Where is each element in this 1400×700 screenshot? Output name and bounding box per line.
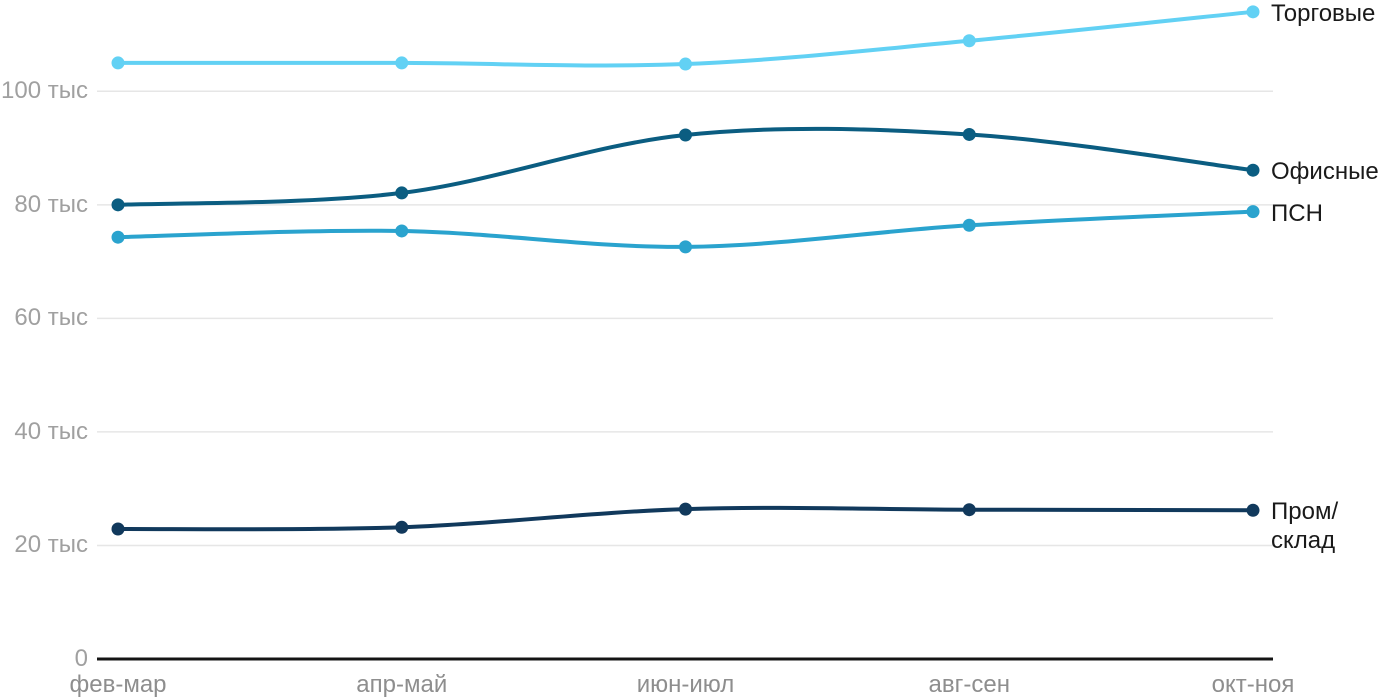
- series-label-1: Офисные: [1271, 158, 1379, 186]
- series-2-point-4: [1246, 205, 1260, 219]
- series-3-point-4: [1246, 503, 1260, 517]
- series-2-point-3: [962, 218, 976, 232]
- y-tick-label: 20 тыс: [14, 531, 88, 559]
- y-tick-label: 80 тыс: [14, 190, 88, 218]
- series-0-point-0: [111, 56, 125, 70]
- series-label-3: Пром/склад: [1271, 498, 1339, 555]
- series-0-point-4: [1246, 5, 1260, 19]
- y-tick-label: 100 тыс: [1, 77, 88, 105]
- y-tick-label: 0: [74, 645, 88, 672]
- series-1-point-1: [395, 186, 409, 200]
- series-3-point-3: [962, 503, 976, 517]
- series-2-point-2: [679, 240, 692, 254]
- x-tick-label: окт-ноя: [1211, 671, 1295, 698]
- series-label-2: ПСН: [1271, 199, 1323, 227]
- x-tick-label: июн-июл: [636, 671, 735, 698]
- x-tick-label: фев-мар: [69, 671, 167, 698]
- series-1-point-3: [962, 127, 976, 141]
- series-3-point-2: [679, 502, 692, 516]
- series-2-point-1: [395, 224, 409, 238]
- series-2-point-0: [111, 230, 125, 244]
- series-1-point-4: [1246, 163, 1260, 177]
- y-tick-label: 60 тыс: [14, 304, 88, 332]
- x-tick-label: апр-май: [356, 671, 448, 698]
- x-tick-label: авг-сен: [928, 671, 1010, 698]
- y-tick-label: 40 тыс: [14, 417, 88, 445]
- series-0-point-3: [962, 34, 976, 48]
- series-1-point-2: [679, 128, 692, 142]
- series-line-0: [116, 9, 1255, 68]
- series-0-point-2: [679, 57, 692, 71]
- series-label-0: Торговые: [1271, 0, 1376, 27]
- series-3-point-1: [395, 520, 409, 534]
- series-0-point-1: [395, 56, 409, 70]
- series-3-point-0: [111, 522, 125, 536]
- series-1-point-0: [111, 198, 125, 212]
